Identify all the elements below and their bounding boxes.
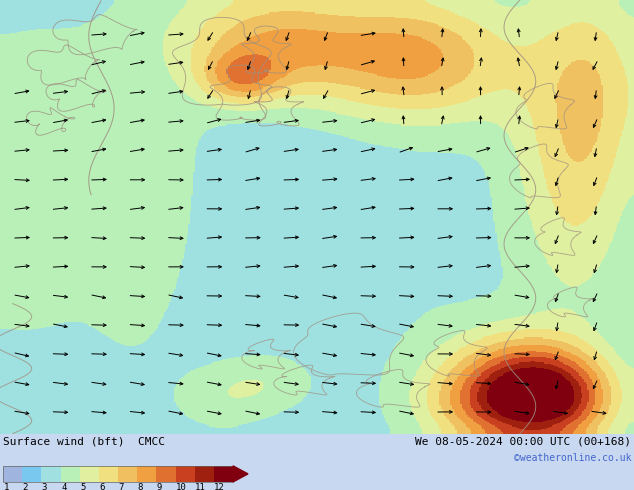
Text: ©weatheronline.co.uk: ©weatheronline.co.uk [514, 453, 631, 463]
Text: 2: 2 [23, 483, 28, 490]
Bar [99, 466, 118, 482]
Text: 11: 11 [195, 483, 206, 490]
Bar [41, 466, 60, 482]
Text: Surface wind (bft)  CMCC: Surface wind (bft) CMCC [3, 437, 165, 447]
Bar [22, 466, 41, 482]
Text: 8: 8 [138, 483, 143, 490]
Bar [3, 466, 233, 482]
Text: 4: 4 [61, 483, 67, 490]
Text: 6: 6 [100, 483, 105, 490]
Bar [60, 466, 80, 482]
Text: We 08-05-2024 00:00 UTC (00+168): We 08-05-2024 00:00 UTC (00+168) [415, 437, 631, 447]
Bar [80, 466, 99, 482]
Text: 1: 1 [4, 483, 9, 490]
Text: 3: 3 [42, 483, 47, 490]
Bar [195, 466, 214, 482]
Text: 5: 5 [80, 483, 86, 490]
Text: 10: 10 [176, 483, 187, 490]
Bar [118, 466, 137, 482]
Bar [214, 466, 233, 482]
Text: 12: 12 [214, 483, 225, 490]
Text: 9: 9 [157, 483, 162, 490]
Bar [137, 466, 157, 482]
Polygon shape [233, 466, 248, 482]
Bar [157, 466, 176, 482]
Bar [3, 466, 22, 482]
Text: 7: 7 [119, 483, 124, 490]
Bar [176, 466, 195, 482]
